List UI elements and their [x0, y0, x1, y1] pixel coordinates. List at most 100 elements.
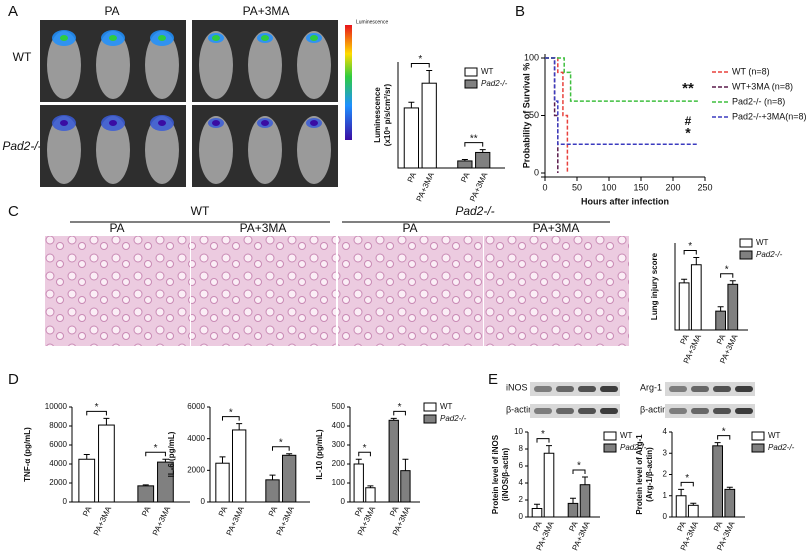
y-tick-label: 4: [663, 427, 668, 436]
y-tick-label: 2000: [187, 465, 205, 474]
band: [735, 386, 753, 392]
image-column-label: PA: [109, 221, 124, 235]
bar: [727, 283, 739, 331]
y-tick-label: 0: [519, 512, 524, 521]
band: [556, 408, 574, 414]
band: [534, 386, 552, 392]
error-bar: [219, 456, 226, 464]
error-bar: [402, 458, 409, 471]
x-tick-label: PA: [459, 170, 472, 184]
y-tick-label: 300: [332, 440, 346, 449]
annotation: #: [685, 114, 692, 128]
x-tick-label: PA+3MA: [92, 504, 114, 537]
legend-label: Pad2-/- (n=8): [732, 96, 785, 106]
x-tick-label: PA: [353, 504, 366, 518]
error-bar: [546, 445, 552, 454]
significance-label: *: [418, 54, 422, 65]
band: [669, 386, 687, 392]
error-bar: [534, 503, 540, 509]
survival-line: [545, 57, 559, 173]
signal-core: [109, 35, 117, 41]
bar: [365, 487, 376, 503]
blot-label: β-actin: [506, 404, 533, 414]
significance-bracket: [393, 410, 406, 416]
significance-bracket: [683, 250, 697, 255]
y-axis-label: Protein level of Arg-1: [635, 434, 644, 515]
significance-label: *: [722, 426, 726, 437]
image-row-label: Pad2-/-: [2, 139, 41, 153]
significance-bracket: [572, 469, 586, 475]
bar: [687, 504, 699, 518]
survival-line: [545, 57, 699, 145]
legend-swatch: [423, 402, 437, 412]
blot: [665, 404, 755, 418]
x-axis-label: Hours after infection: [581, 196, 669, 206]
blot: [530, 404, 620, 418]
signal-core: [212, 35, 220, 41]
error-bar: [714, 442, 721, 446]
legend-swatch: [423, 414, 437, 424]
bar: [579, 484, 591, 518]
y-tick-label: 6: [519, 461, 524, 470]
error-bar: [408, 101, 415, 108]
bar: [715, 310, 726, 331]
error-bar: [367, 485, 374, 488]
bar: [543, 452, 555, 518]
mouse: [96, 31, 130, 99]
x-tick-label: PA: [267, 504, 280, 518]
significance-bracket: [145, 451, 166, 457]
band: [534, 408, 552, 414]
band: [556, 386, 574, 392]
error-bar: [461, 159, 468, 161]
bar: [567, 502, 579, 518]
signal-core: [60, 35, 68, 41]
bar: [675, 495, 687, 518]
mouse: [199, 31, 233, 99]
y-tick-label: 100: [524, 52, 539, 62]
y-axis-label: (Arg-1/β-actin): [645, 447, 654, 502]
error-bar: [717, 306, 724, 312]
legend-swatch: [603, 431, 617, 441]
y-tick-label: 50: [529, 110, 539, 120]
legend-label: Pad2-/-: [620, 443, 647, 452]
x-tick-label: PA: [140, 504, 153, 518]
image-column-label: PA: [402, 221, 417, 235]
x-tick-label: 100: [601, 182, 616, 192]
y-tick-label: 10000: [45, 402, 68, 411]
significance-bracket: [720, 273, 734, 278]
bar: [724, 488, 736, 518]
band: [578, 408, 596, 414]
legend-label: WT: [620, 431, 633, 440]
y-tick-label: 8: [519, 444, 524, 453]
y-tick-label: 4000: [49, 459, 67, 468]
signal-core: [158, 120, 166, 126]
mouse: [96, 116, 130, 184]
error-bar: [570, 497, 576, 504]
mouse: [199, 116, 233, 184]
blot: [530, 382, 620, 396]
x-tick-label: 150: [633, 182, 648, 192]
y-tick-label: 0: [534, 167, 539, 177]
significance-label: **: [470, 133, 478, 144]
y-tick-label: 4: [519, 478, 524, 487]
histology: [484, 236, 629, 346]
legend-label: WT: [481, 67, 494, 76]
error-bar: [142, 484, 149, 486]
x-tick-label: PA: [675, 519, 688, 533]
signal-core: [310, 35, 318, 41]
mouse: [47, 31, 81, 99]
band: [578, 386, 596, 392]
significance-label: *: [95, 402, 99, 413]
legend-label: Pad2-/-: [440, 414, 467, 423]
significance-label: *: [363, 443, 367, 454]
band: [735, 408, 753, 414]
x-tick-label: PA: [531, 519, 544, 533]
bar: [400, 470, 411, 503]
signal-core: [212, 120, 220, 126]
panel-label: E: [488, 371, 498, 388]
mouse: [47, 116, 81, 184]
legend-label: WT+3MA (n=8): [732, 81, 793, 91]
significance-bracket: [86, 410, 107, 416]
panel-label: B: [515, 3, 525, 20]
y-axis-label: IL-10 (pg/mL): [315, 429, 324, 480]
